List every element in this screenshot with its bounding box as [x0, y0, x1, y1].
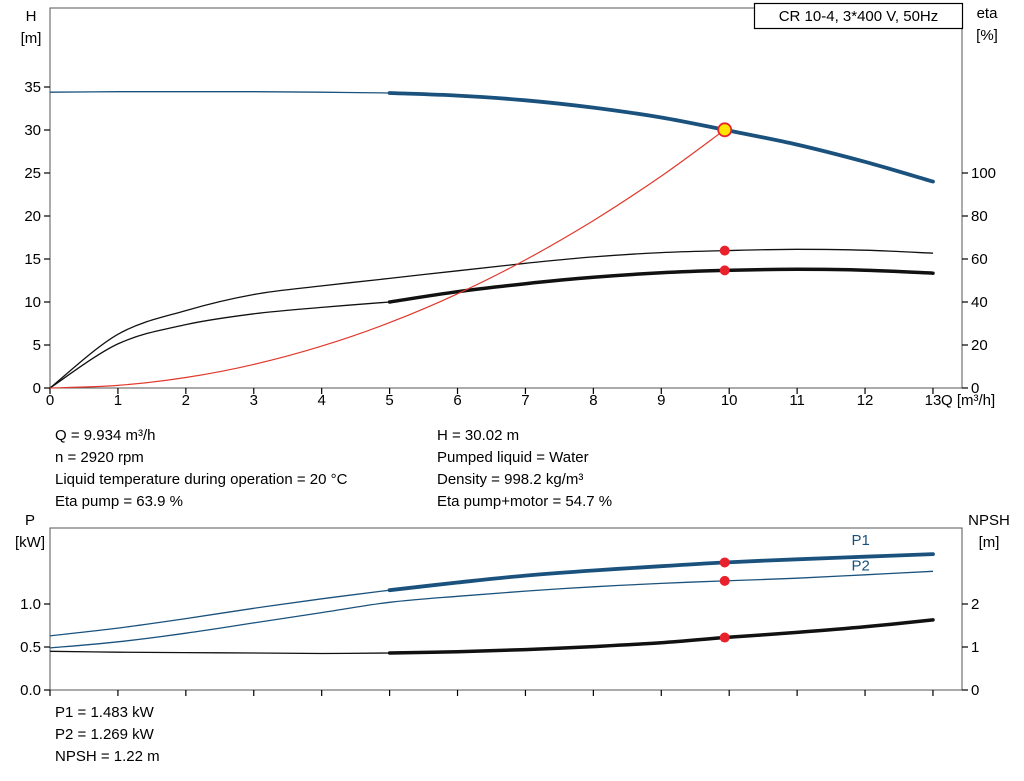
duty-info-left: Q = 9.934 m³/h n = 2920 rpm Liquid tempe… [55, 425, 347, 513]
y-right-tick-label: 0 [971, 682, 979, 699]
y-left-tick-label: 25 [24, 165, 41, 182]
info-line-speed: n = 2920 rpm [55, 449, 144, 466]
x-tick-label: 8 [589, 392, 597, 409]
y-right-tick-label: 80 [971, 208, 988, 225]
y-right-tick-label: 20 [971, 337, 988, 354]
y-right-tick-label: 2 [971, 596, 979, 613]
x-tick-label: 11 [789, 392, 805, 409]
y-right-axis-label: [m] [979, 534, 1000, 551]
y-left-axis-label: [kW] [15, 534, 45, 551]
x-tick-label: 5 [385, 392, 393, 409]
eta-pump-motor-point [719, 265, 730, 276]
info-line-npsh: NPSH = 1.22 m [55, 748, 160, 765]
y-right-axis-label: NPSH [968, 512, 1010, 529]
x-tick-label: 6 [453, 392, 461, 409]
hq-curve-thin-segment [49, 91, 390, 94]
y-right-axis-label: eta [977, 5, 999, 22]
x-tick-label: 1 [114, 392, 122, 409]
x-axis-unit-label: Q [m³/h] [941, 392, 995, 409]
y-left-axis-label: [m] [21, 30, 42, 47]
x-tick-label: 12 [857, 392, 874, 409]
y-left-axis-label: H [26, 8, 37, 25]
duty-info-right: H = 30.02 m Pumped liquid = Water Densit… [437, 425, 612, 513]
p1-point [719, 557, 730, 568]
y-left-tick-label: 15 [24, 251, 41, 268]
chart-title-box [753, 2, 964, 30]
y-right-axis-label: [%] [976, 27, 998, 44]
x-tick-label: 0 [46, 392, 54, 409]
y-left-tick-label: 35 [24, 79, 41, 96]
y-left-tick-label: 10 [24, 294, 41, 311]
info-line-p2: P2 = 1.269 kW [55, 726, 154, 743]
hq-curve [387, 91, 935, 184]
p2-curve-label: P2 [851, 557, 869, 574]
power-chart: 0.0 0.5 1.0 0 1 2 P2 P1 P [kW] NPSH [m] [15, 512, 1010, 699]
y-right-tick-label: 100 [971, 165, 996, 182]
y-left-axis-label: P [25, 512, 35, 529]
npsh-curve-thin-segment [49, 650, 390, 655]
y-left-tick-label: 30 [24, 122, 41, 139]
info-line-temperature: Liquid temperature during operation = 20… [55, 471, 348, 488]
chart-title: CR 10-4, 3*400 V, 50Hz [779, 8, 939, 25]
x-tick-label: 7 [521, 392, 529, 409]
eta-pump-motor-curve [387, 267, 935, 304]
y-left-tick-label: 5 [33, 337, 41, 354]
system-curve [49, 129, 726, 389]
info-line-q: Q = 9.934 m³/h [55, 427, 156, 444]
y-right-tick-label: 60 [971, 251, 988, 268]
y-left-tick-label: 0 [33, 380, 41, 397]
x-tick-label: 3 [250, 392, 258, 409]
info-line-eta-pump: Eta pump = 63.9 % [55, 493, 183, 510]
info-line-head: H = 30.02 m [437, 427, 520, 444]
info-line-density: Density = 998.2 kg/m³ [437, 471, 584, 488]
y-right-tick-label: 40 [971, 294, 988, 311]
info-line-eta-pump-motor: Eta pump+motor = 54.7 % [437, 493, 613, 510]
y-left-tick-label: 0.0 [20, 682, 41, 699]
x-tick-label: 4 [318, 392, 326, 409]
x-tick-label: 2 [182, 392, 190, 409]
info-line-p1: P1 = 1.483 kW [55, 704, 154, 721]
p1-curve-thin-segment [49, 589, 390, 637]
y-left-tick-label: 20 [24, 208, 41, 225]
p2-point [719, 575, 730, 586]
x-tick-label: 9 [657, 392, 665, 409]
p1-curve-label: P1 [851, 532, 869, 549]
hq-plot-frame [49, 7, 963, 389]
p1-curve [387, 552, 935, 593]
npsh-curve [387, 618, 935, 655]
power-plot-frame [49, 527, 963, 691]
y-left-tick-label: 1.0 [20, 596, 41, 613]
info-line-liquid: Pumped liquid = Water [437, 449, 589, 466]
y-left-tick-label: 0.5 [20, 639, 41, 656]
x-tick-label: 13 [925, 392, 942, 409]
npsh-point [719, 632, 730, 643]
eta-pump-point [719, 245, 730, 256]
y-right-tick-label: 1 [971, 639, 979, 656]
y-right-tick-label: 0 [971, 380, 979, 397]
duty-point[interactable] [717, 122, 733, 138]
x-tick-label: 10 [721, 392, 738, 409]
p2-curve [49, 570, 934, 649]
eta-pump-motor-curve-thin-segment [49, 301, 390, 389]
power-info: P1 = 1.483 kW P2 = 1.269 kW NPSH = 1.22 … [55, 702, 160, 768]
eta-pump-curve [49, 248, 934, 389]
